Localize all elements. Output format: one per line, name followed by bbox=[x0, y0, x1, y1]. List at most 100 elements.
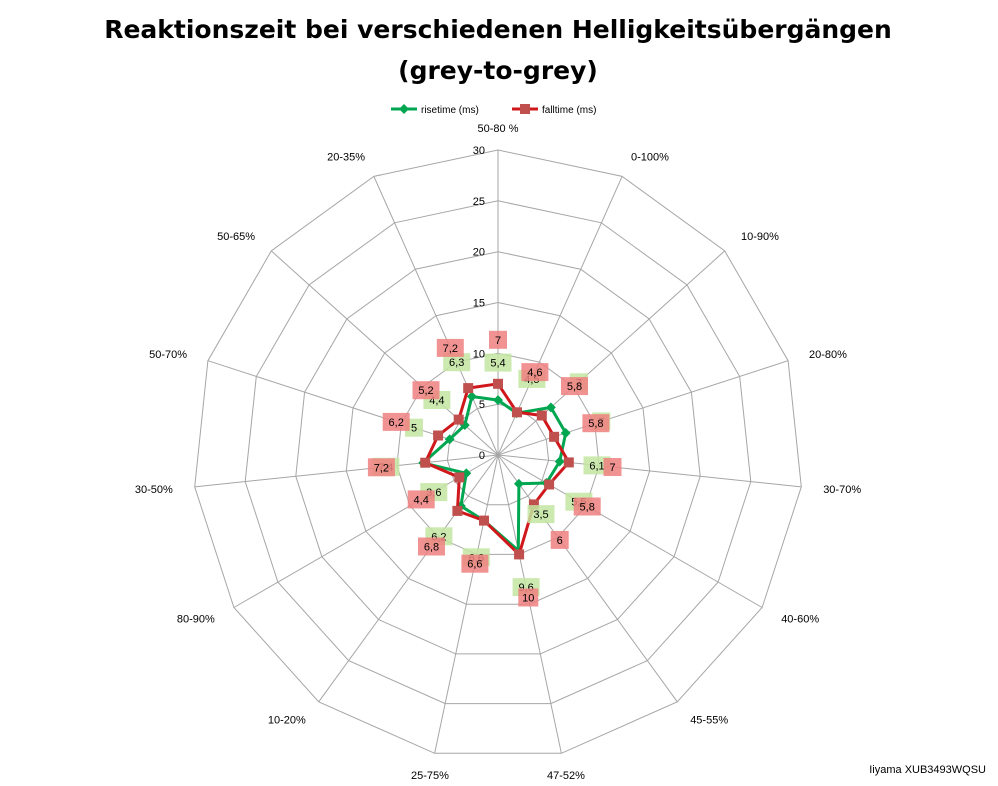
point-marker bbox=[554, 456, 565, 467]
data-label: 10 bbox=[522, 593, 534, 605]
data-label-bg bbox=[407, 490, 435, 509]
data-label: 4,4 bbox=[414, 494, 429, 506]
grid-spoke bbox=[318, 454, 499, 703]
data-label: 7,2 bbox=[443, 343, 458, 355]
category-label: 20-35% bbox=[327, 151, 365, 163]
data-label-bg bbox=[603, 458, 622, 476]
data-label: 5 bbox=[411, 423, 417, 435]
point-marker bbox=[466, 391, 477, 402]
point-marker bbox=[479, 515, 489, 526]
data-label: 7 bbox=[495, 335, 501, 347]
data-label-bg bbox=[484, 353, 512, 372]
legend-label-falltime: falltime (ms) bbox=[542, 105, 596, 116]
r-tick-label: 15 bbox=[473, 298, 485, 310]
grid-ring bbox=[396, 352, 600, 555]
grid-spoke bbox=[233, 454, 499, 608]
point-marker bbox=[514, 549, 525, 560]
point-marker bbox=[544, 479, 555, 490]
grid-spoke bbox=[497, 360, 789, 456]
data-label: 5,4 bbox=[490, 358, 505, 370]
data-label: 7 bbox=[609, 462, 615, 474]
point-marker bbox=[493, 395, 503, 406]
category-label: 47-52% bbox=[547, 770, 585, 782]
r-tick-label: 0 bbox=[479, 450, 485, 462]
point-marker bbox=[444, 434, 455, 445]
category-label: 50-80 % bbox=[478, 123, 519, 135]
category-label: 30-50% bbox=[135, 484, 173, 496]
legend-marker-risetime bbox=[399, 104, 409, 114]
data-label-bg bbox=[443, 353, 471, 372]
category-label: 25-75% bbox=[411, 770, 449, 782]
point-marker bbox=[453, 414, 464, 425]
category-label: 50-70% bbox=[149, 349, 187, 361]
grid-spoke bbox=[497, 250, 726, 456]
data-label: 5,8 bbox=[567, 381, 582, 393]
data-label: 5,2 bbox=[418, 385, 433, 397]
data-label: 6,6 bbox=[467, 559, 482, 571]
data-label-bg bbox=[436, 338, 464, 357]
grid-spoke bbox=[497, 454, 763, 608]
r-tick-label: 30 bbox=[473, 145, 485, 157]
r-tick-label: 20 bbox=[473, 247, 485, 259]
data-label-bg bbox=[582, 414, 610, 433]
data-label-bg bbox=[527, 505, 555, 524]
category-label: 0-100% bbox=[631, 151, 669, 163]
point-marker bbox=[560, 428, 571, 438]
grid-ring bbox=[295, 251, 701, 655]
series-line-1 bbox=[423, 382, 571, 556]
r-tick-label: 5 bbox=[479, 399, 485, 411]
data-label: 5,8 bbox=[580, 502, 595, 514]
data-label: 4,6 bbox=[527, 367, 542, 379]
grid-spoke bbox=[207, 360, 499, 456]
point-marker bbox=[420, 457, 431, 468]
category-label: 80-90% bbox=[177, 614, 215, 626]
legend-label-risetime: risetime (ms) bbox=[421, 105, 479, 116]
point-marker bbox=[433, 430, 444, 441]
point-marker bbox=[513, 478, 524, 489]
grid-ring bbox=[244, 200, 752, 705]
point-marker bbox=[563, 457, 574, 468]
grid-ring bbox=[446, 403, 550, 506]
chart-title-line-2: (grey-to-grey) bbox=[398, 56, 598, 85]
data-label-bg bbox=[461, 554, 489, 573]
radar-grid: 0 5 10 15 20 25 30 50-80 % 0-100% 10-90% 20-80% 30-… bbox=[135, 123, 861, 782]
category-label: 40-60% bbox=[781, 614, 819, 626]
data-label: 6,8 bbox=[424, 542, 439, 554]
point-marker bbox=[549, 431, 560, 442]
r-tick-label: 10 bbox=[473, 348, 485, 360]
grid-spoke bbox=[497, 454, 802, 488]
grid-spoke bbox=[373, 176, 499, 456]
point-marker bbox=[512, 407, 522, 418]
data-label-bg bbox=[412, 381, 440, 400]
data-label-bg bbox=[518, 588, 539, 607]
data-label-bg bbox=[573, 497, 601, 516]
point-marker bbox=[493, 378, 503, 389]
category-label: 45-55% bbox=[690, 715, 728, 727]
data-label: 6 bbox=[557, 535, 563, 547]
category-label: 50-65% bbox=[217, 231, 255, 243]
grid-ring bbox=[345, 301, 651, 605]
data-label: 5,8 bbox=[588, 418, 603, 430]
data-label: 7,2 bbox=[374, 462, 389, 474]
category-label: 10-20% bbox=[268, 715, 306, 727]
data-label-bg bbox=[382, 412, 410, 431]
data-label-bg bbox=[489, 330, 507, 349]
data-label-bg bbox=[550, 530, 569, 549]
legend: risetime (ms) falltime (ms) bbox=[391, 104, 596, 116]
point-marker bbox=[536, 410, 547, 421]
data-label-bg bbox=[367, 458, 395, 477]
data-label-bg bbox=[561, 377, 588, 396]
data-label-bg bbox=[521, 363, 549, 382]
point-marker bbox=[545, 402, 556, 413]
data-label: 6,3 bbox=[449, 357, 464, 369]
legend-marker-falltime bbox=[520, 104, 530, 114]
grid-spoke bbox=[194, 454, 499, 488]
grid-spoke bbox=[497, 454, 678, 703]
category-label: 10-90% bbox=[741, 231, 779, 243]
point-marker bbox=[454, 472, 465, 483]
point-marker bbox=[463, 383, 474, 394]
category-label: 30-70% bbox=[823, 484, 861, 496]
data-label: 6,1 bbox=[589, 460, 604, 472]
r-tick-label: 25 bbox=[473, 196, 485, 208]
